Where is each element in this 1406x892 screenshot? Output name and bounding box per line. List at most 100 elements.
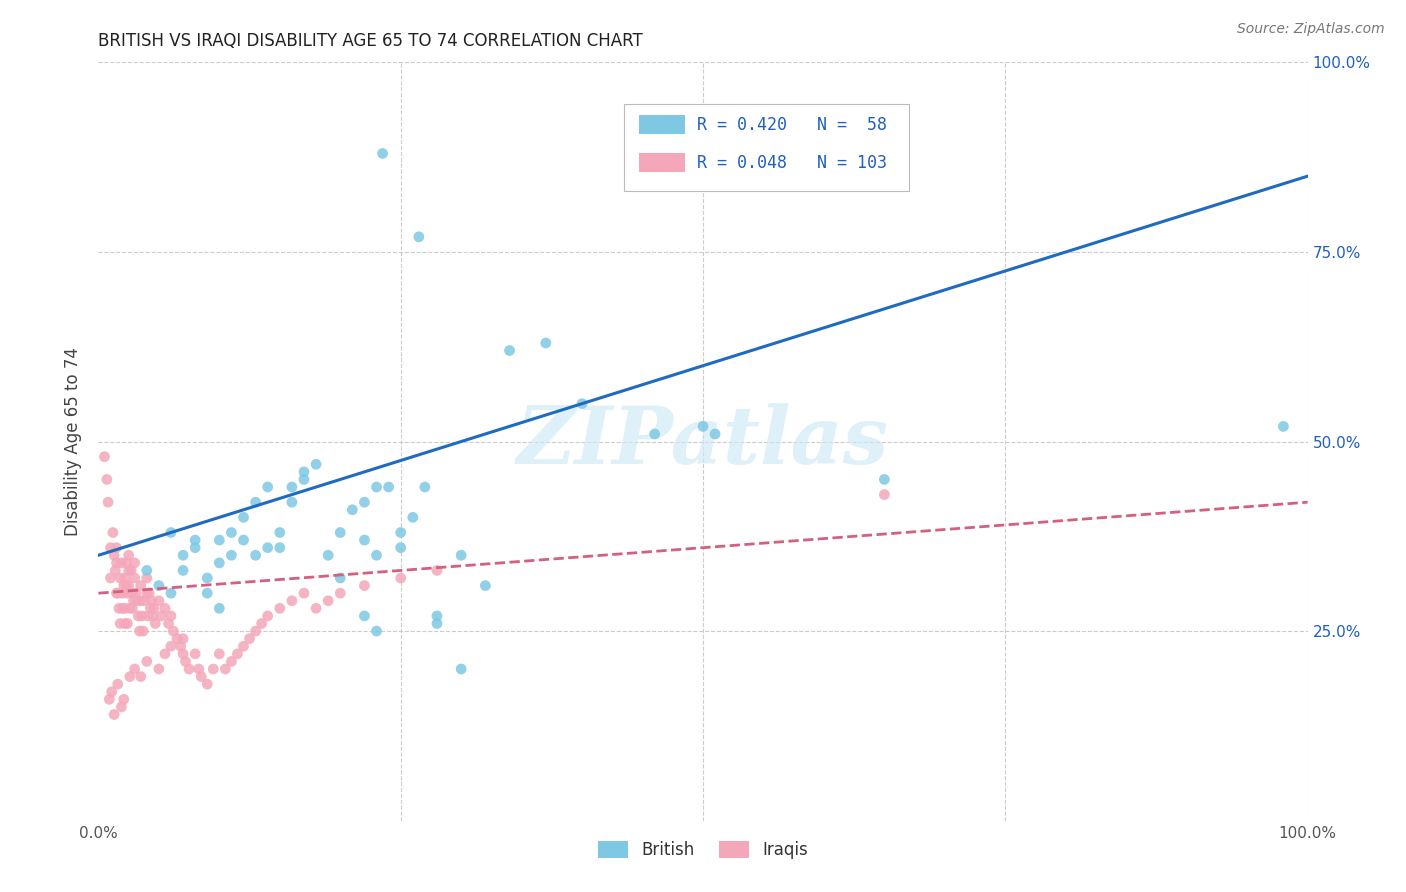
Point xyxy=(160,586,183,600)
Point xyxy=(129,594,152,608)
Point xyxy=(107,586,129,600)
Text: R = 0.048   N = 103: R = 0.048 N = 103 xyxy=(697,153,887,171)
Point xyxy=(127,594,149,608)
FancyBboxPatch shape xyxy=(624,104,908,191)
Point xyxy=(256,541,278,555)
Point xyxy=(160,525,183,540)
Point xyxy=(108,616,131,631)
Point xyxy=(135,655,157,669)
Point xyxy=(389,571,412,585)
Point xyxy=(148,579,170,593)
Point xyxy=(100,685,122,699)
Point xyxy=(111,586,134,600)
Point xyxy=(221,548,243,563)
Text: Source: ZipAtlas.com: Source: ZipAtlas.com xyxy=(1237,22,1385,37)
Point xyxy=(118,548,141,563)
Point xyxy=(353,608,375,623)
Point xyxy=(195,586,218,600)
Point xyxy=(124,662,146,676)
Point xyxy=(644,427,666,442)
Point xyxy=(195,571,218,585)
Point xyxy=(256,608,278,623)
Point xyxy=(214,662,236,676)
Point xyxy=(172,632,194,646)
Point xyxy=(281,495,304,509)
Point xyxy=(160,639,183,653)
Point xyxy=(108,571,131,585)
Point xyxy=(1272,419,1295,434)
Point xyxy=(208,556,231,570)
Point xyxy=(281,480,304,494)
Point xyxy=(329,525,352,540)
Text: R = 0.420   N =  58: R = 0.420 N = 58 xyxy=(697,116,887,134)
Point xyxy=(118,669,141,683)
Point xyxy=(132,624,155,639)
Point xyxy=(408,229,430,244)
Point xyxy=(128,624,150,639)
Point xyxy=(103,707,125,722)
Bar xyxy=(638,115,685,135)
Point xyxy=(292,586,315,600)
Point xyxy=(232,510,254,524)
Point xyxy=(143,601,166,615)
Point xyxy=(157,616,180,631)
Point xyxy=(377,480,399,494)
Point xyxy=(329,571,352,585)
Point xyxy=(184,647,207,661)
Point xyxy=(169,639,191,653)
Point xyxy=(160,608,183,623)
Point xyxy=(221,655,243,669)
Point xyxy=(97,495,120,509)
Point xyxy=(426,616,449,631)
Point xyxy=(232,533,254,548)
Point xyxy=(103,548,125,563)
Point xyxy=(366,624,388,639)
Point xyxy=(117,586,139,600)
Point xyxy=(122,594,145,608)
Point xyxy=(105,556,128,570)
Point xyxy=(108,601,131,615)
Point xyxy=(316,548,339,563)
Point xyxy=(139,601,162,615)
Point xyxy=(366,480,388,494)
Point xyxy=(179,662,201,676)
Point xyxy=(208,601,231,615)
Point xyxy=(138,586,160,600)
Point xyxy=(353,495,375,509)
Point xyxy=(166,632,188,646)
Point xyxy=(221,525,243,540)
Point xyxy=(142,608,165,623)
Point xyxy=(316,594,339,608)
Point xyxy=(426,608,449,623)
Point xyxy=(135,571,157,585)
Point xyxy=(187,662,209,676)
Point xyxy=(114,616,136,631)
Point xyxy=(174,655,197,669)
Point xyxy=(366,548,388,563)
Point xyxy=(232,639,254,653)
Point xyxy=(125,586,148,600)
Point xyxy=(195,677,218,691)
Point xyxy=(873,473,896,487)
Point xyxy=(172,548,194,563)
Point xyxy=(245,495,267,509)
Point xyxy=(389,541,412,555)
Point xyxy=(474,579,496,593)
Point xyxy=(172,647,194,661)
Point xyxy=(118,564,141,578)
Point xyxy=(450,548,472,563)
Point xyxy=(873,487,896,501)
Point xyxy=(134,594,156,608)
Point xyxy=(110,556,132,570)
Point xyxy=(389,525,412,540)
Point xyxy=(704,427,727,442)
Point xyxy=(226,647,249,661)
Point xyxy=(129,579,152,593)
Point xyxy=(202,662,225,676)
Point xyxy=(121,586,143,600)
Point xyxy=(124,556,146,570)
Point xyxy=(101,525,124,540)
Point xyxy=(329,586,352,600)
Point xyxy=(148,662,170,676)
Point xyxy=(498,343,520,358)
